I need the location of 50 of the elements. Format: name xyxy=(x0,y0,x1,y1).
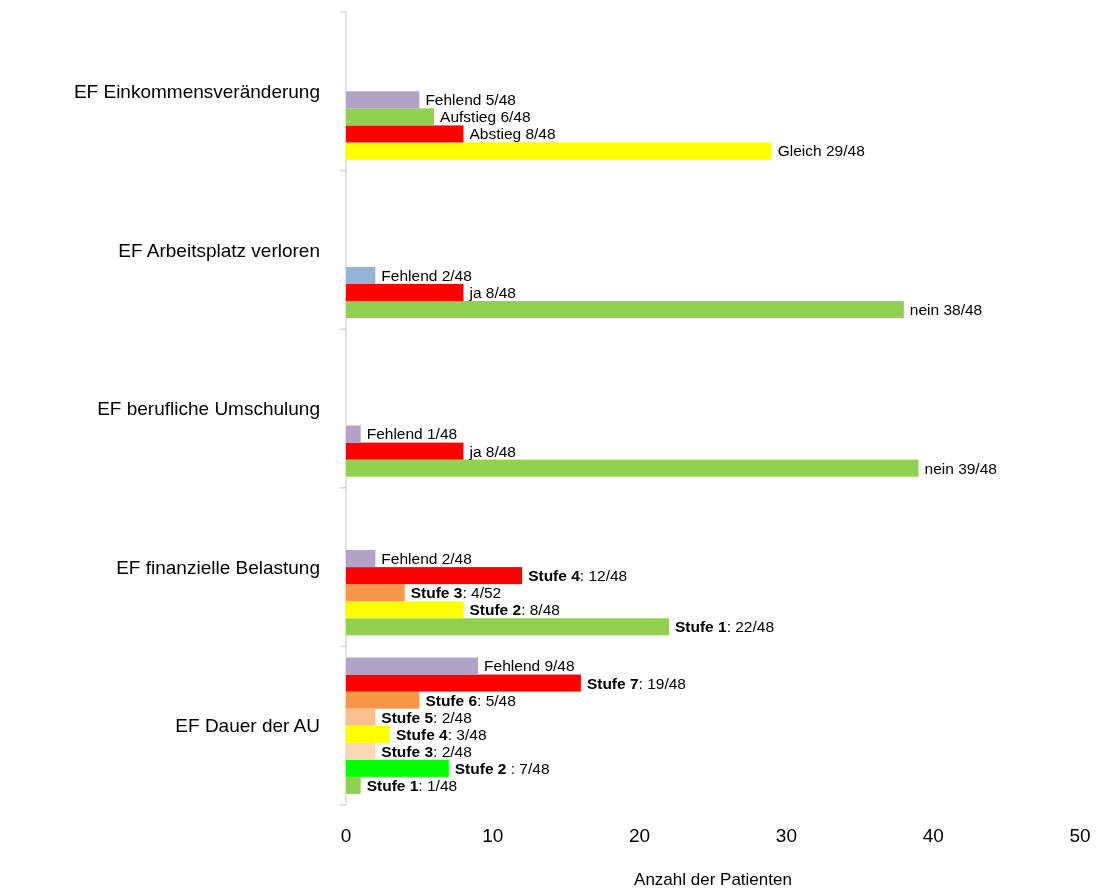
bar xyxy=(346,301,904,319)
bar xyxy=(346,284,464,302)
y-tick-label: EF berufliche Umschulung xyxy=(97,398,320,420)
bar xyxy=(346,266,376,284)
data-label: Fehlend 9/48 xyxy=(484,657,575,675)
y-tick-label: EF Dauer der AU xyxy=(175,715,320,737)
x-tick-label: 40 xyxy=(922,825,944,846)
data-label: Stufe 2: 8/48 xyxy=(469,601,560,619)
data-label: ja 8/48 xyxy=(468,283,516,301)
x-tick-label: 20 xyxy=(629,825,651,846)
x-tick-label: 50 xyxy=(1069,825,1091,846)
data-label: Stufe 3: 2/48 xyxy=(381,742,472,760)
data-label: Stufe 7: 19/48 xyxy=(586,674,686,692)
x-tick-label: 10 xyxy=(482,825,504,846)
y-tick-label: EF finanzielle Belastung xyxy=(116,556,320,578)
y-tick-label: EF Arbeitsplatz verloren xyxy=(118,239,320,261)
bar xyxy=(346,618,669,636)
data-label: ja 8/48 xyxy=(468,442,516,460)
bar xyxy=(346,759,449,777)
data-label: Stufe 5: 2/48 xyxy=(381,708,472,726)
data-label: Fehlend 2/48 xyxy=(381,550,472,567)
bar xyxy=(346,725,391,743)
bar xyxy=(346,442,464,460)
bar xyxy=(346,125,464,143)
data-label: nein 38/48 xyxy=(909,301,983,318)
data-label: Aufstieg 6/48 xyxy=(440,108,531,126)
data-label: Stufe 4: 3/48 xyxy=(396,725,487,743)
data-label: Gleich 29/48 xyxy=(777,142,865,160)
bar xyxy=(346,674,581,692)
data-label: Stufe 1: 1/48 xyxy=(366,776,458,794)
data-label: Stufe 6: 5/48 xyxy=(425,691,516,709)
bar xyxy=(346,657,479,675)
x-tick-label: 0 xyxy=(340,825,352,846)
bar xyxy=(346,691,420,709)
bar xyxy=(346,742,376,760)
data-label: Fehlend 5/48 xyxy=(425,91,516,109)
data-label: Stufe 1: 22/48 xyxy=(674,618,775,636)
data-label: Abstieg 8/48 xyxy=(469,125,556,143)
data-label: nein 39/48 xyxy=(924,459,997,477)
data-label: Stufe 4: 12/48 xyxy=(528,567,628,585)
data-label: Fehlend 2/48 xyxy=(381,266,472,284)
bar xyxy=(346,708,376,726)
data-label: Fehlend 1/48 xyxy=(366,425,458,443)
bar xyxy=(346,776,361,794)
x-tick-label: 30 xyxy=(775,825,797,846)
bar xyxy=(346,459,919,477)
x-axis-title: Anzahl der Patienten xyxy=(634,870,792,889)
data-label: Stufe 2 : 7/48 xyxy=(454,759,550,777)
data-label: Stufe 3: 4/52 xyxy=(410,584,502,602)
y-tick-label: EF Einkommensveränderung xyxy=(73,80,320,102)
